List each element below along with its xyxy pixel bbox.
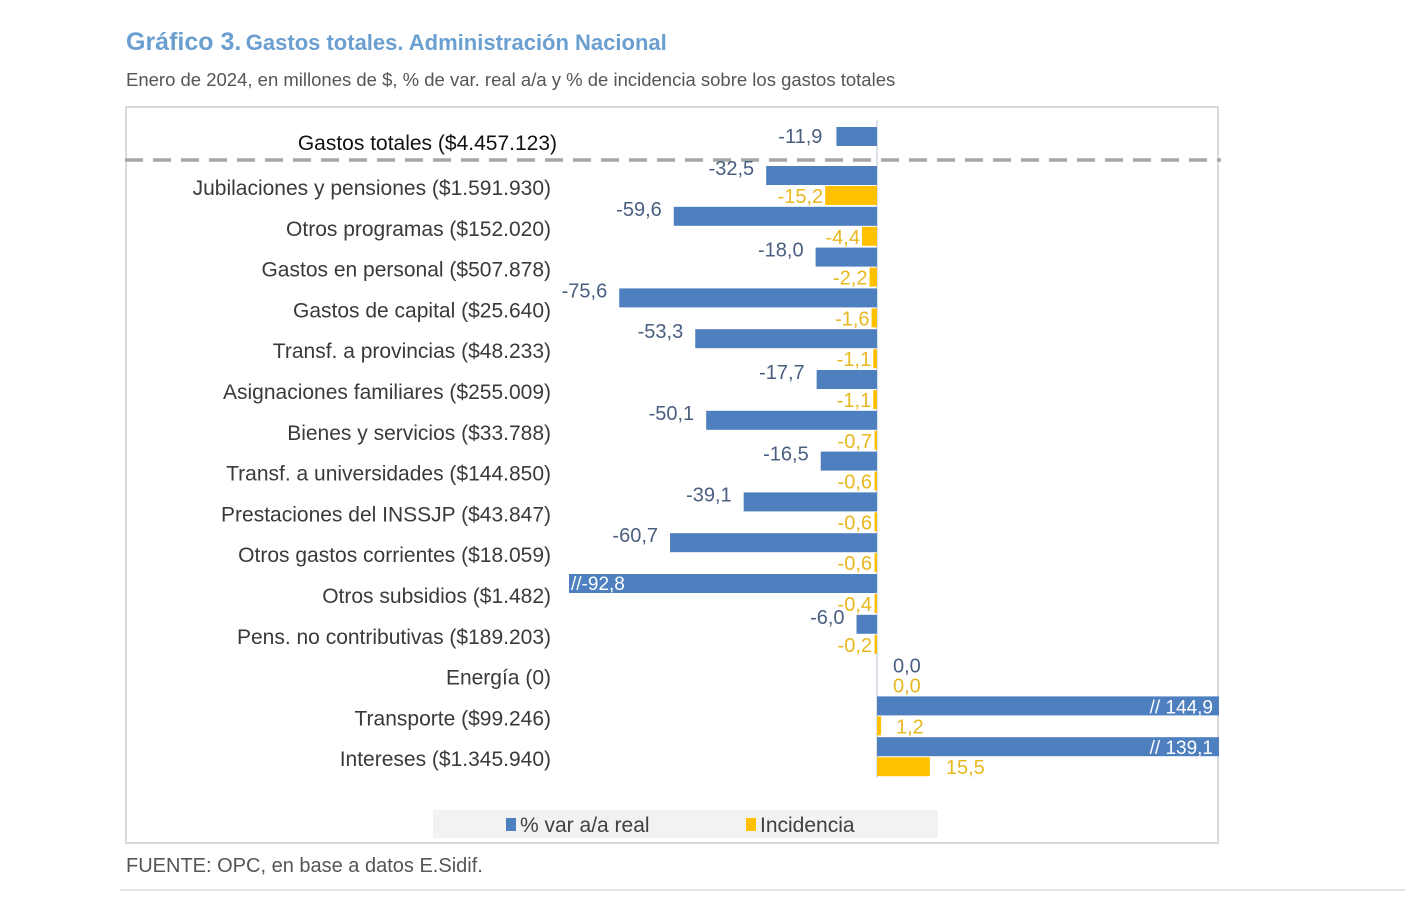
data-label-incidencia: -0,6 [838, 512, 872, 534]
data-label-var: -59,6 [616, 199, 662, 221]
bar-var [743, 492, 877, 512]
bar-incidencia [871, 308, 877, 328]
bar-incidencia [874, 471, 877, 491]
bar-incidencia [877, 757, 930, 777]
data-label-var: // 139,1 [1150, 738, 1213, 759]
legend-label-var: % var a/a real [520, 814, 650, 837]
bar-var [820, 451, 877, 471]
data-label-incidencia: -0,2 [838, 635, 872, 657]
legend-swatch-var [506, 818, 516, 831]
data-label-var: -50,1 [649, 403, 695, 425]
bar-incidencia [873, 390, 877, 409]
category-label: Otros programas ($152.020) [286, 218, 551, 241]
category-label-total: Gastos totales ($4.457.123) [298, 132, 557, 155]
legend-box [433, 810, 938, 838]
divider [120, 889, 1405, 891]
data-label-incidencia: -0,6 [838, 472, 872, 494]
data-label-var: -53,3 [638, 321, 684, 343]
data-label-var: // 144,9 [1150, 697, 1213, 718]
bar-var [673, 206, 877, 226]
bar-var [856, 614, 877, 634]
data-label-var: 0,0 [893, 656, 921, 678]
bar-total-var [836, 127, 877, 146]
bar-var [815, 247, 877, 267]
category-label: Asignaciones familiares ($255.009) [223, 381, 551, 404]
bar-incidencia [874, 512, 877, 532]
data-label-var: -75,6 [562, 280, 608, 302]
category-label: Otros gastos corrientes ($18.059) [238, 544, 551, 567]
data-label-incidencia: 1,2 [896, 716, 924, 738]
data-label-var: -6,0 [810, 607, 844, 629]
source-note: FUENTE: OPC, en base a datos E.Sidif. [126, 855, 483, 877]
bar-incidencia [874, 430, 877, 450]
bar-var [706, 410, 877, 430]
data-label-incidencia: -1,1 [837, 349, 871, 371]
bar-var [695, 329, 877, 349]
bar-incidencia [825, 186, 877, 205]
bar-incidencia [873, 349, 877, 369]
data-label-incidencia: 0,0 [893, 676, 921, 698]
data-label-var: -17,7 [759, 362, 805, 384]
bar-incidencia [861, 226, 877, 246]
data-label-var: -18,0 [758, 240, 804, 262]
category-label: Jubilaciones y pensiones ($1.591.930) [193, 177, 551, 200]
data-label-var: -60,7 [612, 525, 658, 547]
data-label-var: -16,5 [763, 444, 809, 466]
category-label: Intereses ($1.345.940) [340, 748, 551, 771]
data-label-incidencia: -1,1 [837, 390, 871, 412]
data-label-var: -32,5 [709, 158, 755, 180]
data-label-incidencia: 15,5 [946, 757, 985, 779]
category-label: Prestaciones del INSSJP ($43.847) [221, 503, 551, 526]
category-label: Gastos de capital ($25.640) [293, 299, 551, 322]
bar-incidencia [874, 634, 877, 654]
bar-var [877, 737, 1219, 757]
category-label: Transporte ($99.246) [355, 707, 552, 730]
data-label-var: //-92,8 [571, 574, 625, 595]
category-label: Transf. a provincias ($48.233) [273, 340, 551, 363]
data-label-var: -39,1 [686, 484, 732, 506]
chart-title: Gráfico 3. Gastos totales. Administració… [126, 28, 667, 57]
data-label-incidencia: -2,2 [833, 268, 867, 290]
category-label: Energía (0) [446, 667, 551, 690]
bar-incidencia [874, 594, 877, 613]
chart-title-text: Gastos totales. Administración Nacional [245, 30, 667, 55]
category-label: Otros subsidios ($1.482) [322, 585, 551, 608]
bar-var [670, 533, 877, 553]
data-label-total-var: -11,9 [778, 126, 822, 148]
chart-title-number: Gráfico 3. [126, 28, 242, 56]
legend-label-incidencia: Incidencia [760, 814, 855, 837]
bar-incidencia [874, 553, 877, 573]
category-label: Transf. a universidades ($144.850) [226, 463, 551, 486]
bar-var [816, 370, 877, 389]
category-label: Pens. no contributivas ($189.203) [237, 626, 551, 649]
bar-var [766, 166, 877, 185]
data-label-incidencia: -1,6 [835, 308, 869, 330]
data-label-incidencia: -4,4 [826, 227, 860, 249]
bar-var [877, 696, 1219, 716]
category-label: Gastos en personal ($507.878) [261, 259, 551, 282]
category-label: Bienes y servicios ($33.788) [287, 422, 551, 445]
bar-incidencia [869, 267, 877, 287]
data-label-incidencia: -0,7 [838, 431, 872, 453]
bar-incidencia [877, 716, 882, 736]
chart-subtitle: Enero de 2024, en millones de $, % de va… [126, 69, 896, 90]
data-label-incidencia: -0,4 [838, 594, 872, 616]
data-label-incidencia: -0,6 [838, 553, 872, 575]
bar-var [569, 574, 877, 593]
chart-frame [125, 106, 1219, 844]
data-label-incidencia: -15,2 [778, 186, 824, 208]
legend-swatch-incidencia [746, 818, 756, 831]
bar-var [619, 288, 877, 308]
